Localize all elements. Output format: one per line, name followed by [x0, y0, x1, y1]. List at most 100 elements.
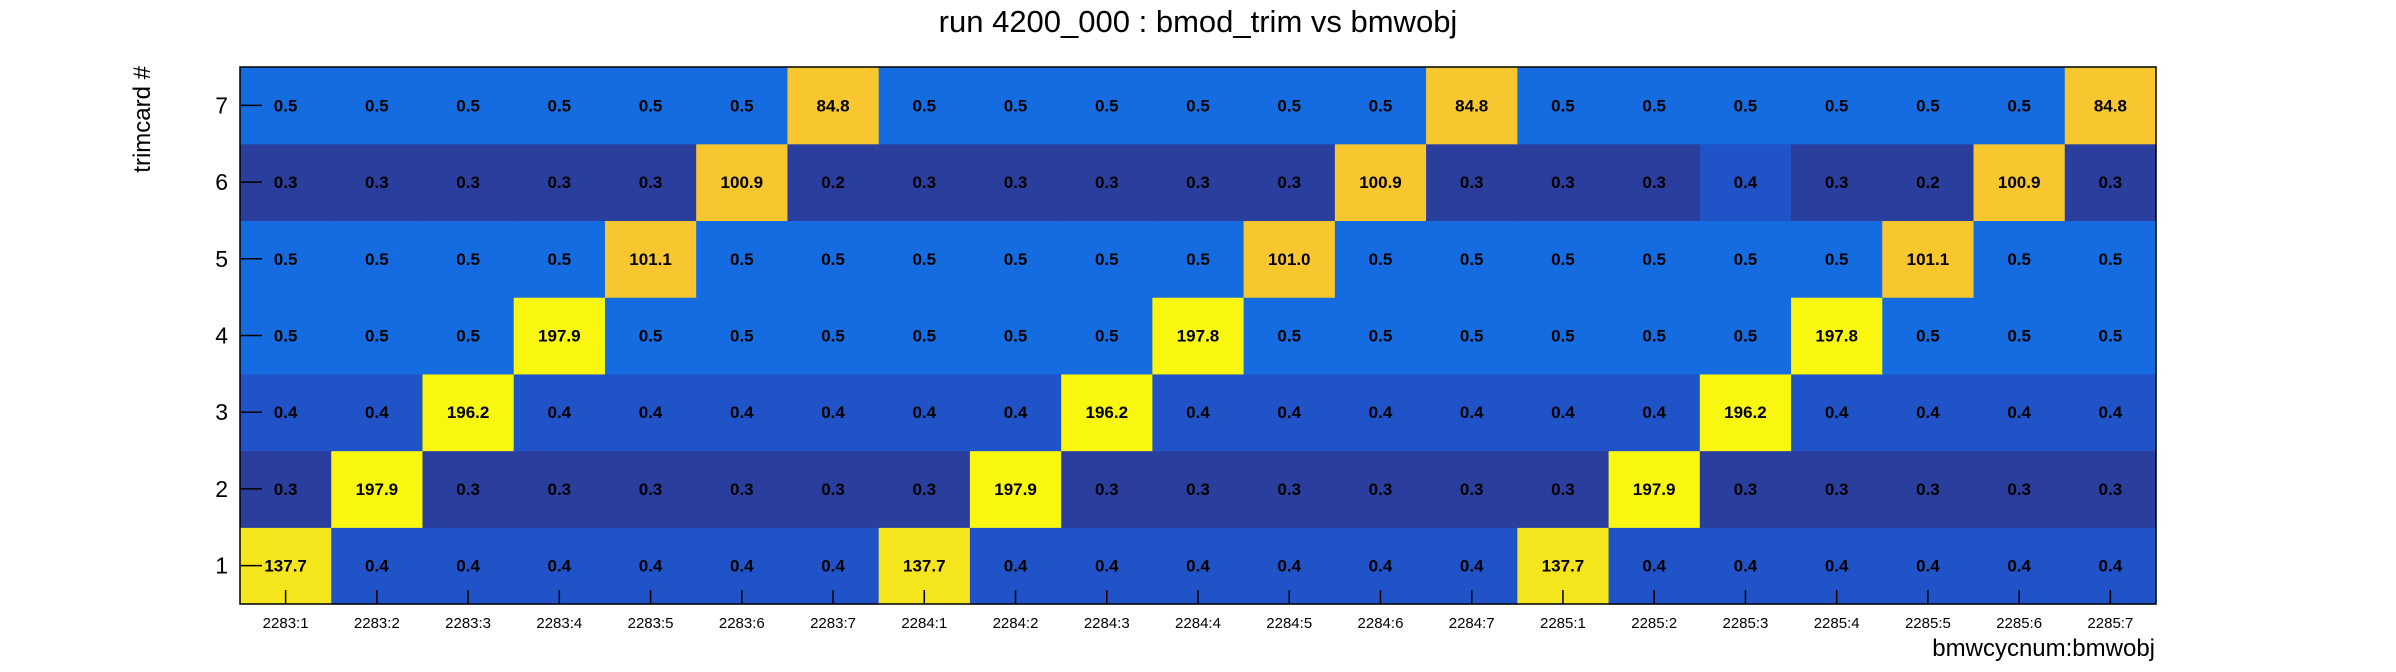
y-axis-ticks: 1 2 3 4 5 6 7 — [215, 92, 262, 579]
heatmap-cell — [696, 373, 789, 452]
heatmap-cell — [787, 220, 880, 298]
x-tick-label: 2283:7 — [810, 615, 856, 632]
heatmap-cell — [1243, 450, 1336, 528]
cell-value-label: 0.3 — [912, 480, 936, 499]
cell-value-label: 0.3 — [1460, 173, 1484, 192]
cell-value-label: 0.5 — [1095, 327, 1119, 346]
heatmap-cell — [787, 67, 880, 145]
x-tick-label: 2284:1 — [901, 615, 947, 632]
heatmap-cell — [1699, 220, 1792, 298]
heatmap-cell — [1426, 373, 1518, 452]
heatmap-cell — [422, 220, 515, 298]
heatmap-cell — [513, 297, 606, 375]
x-tick-label: 2284:6 — [1358, 615, 1404, 632]
heatmap-cell — [1243, 220, 1336, 298]
heatmap-cell — [1973, 373, 2066, 452]
heatmap-cell — [2064, 373, 2157, 452]
cell-value-label: 0.5 — [365, 250, 389, 269]
heatmap-cell — [1061, 450, 1153, 528]
heatmap-cell — [1882, 220, 1975, 298]
y-tick-label: 4 — [215, 323, 228, 349]
cell-value-label: 0.4 — [456, 557, 480, 576]
cell-value-label: 0.5 — [1460, 250, 1484, 269]
cell-value-label: 137.7 — [903, 557, 946, 576]
heatmap-cell — [1973, 297, 2066, 375]
heatmap-cell — [604, 143, 697, 222]
heatmap-cell — [1061, 67, 1153, 145]
cell-value-label: 100.9 — [1359, 173, 1402, 192]
heatmap-cell — [1243, 67, 1336, 145]
heatmap-cell — [1882, 143, 1975, 222]
heatmap-cell — [1061, 220, 1153, 298]
cell-value-label: 0.5 — [1825, 96, 1849, 115]
cell-value-label: 0.3 — [456, 480, 480, 499]
cell-value-label: 0.5 — [1734, 250, 1758, 269]
heatmap-cell — [1791, 450, 1883, 528]
heatmap-cell — [604, 297, 697, 375]
cell-value-label: 197.8 — [1815, 327, 1858, 346]
cell-value-label: 137.7 — [1542, 557, 1585, 576]
cell-value-label: 0.4 — [2099, 403, 2123, 422]
heatmap-cell — [1699, 67, 1792, 145]
cell-value-label: 196.2 — [1724, 403, 1767, 422]
heatmap-cell — [696, 143, 789, 222]
heatmap-cell — [513, 220, 606, 298]
heatmap-cell — [878, 450, 971, 528]
cell-value-label: 84.8 — [2094, 96, 2127, 115]
heatmap-cell — [878, 67, 971, 145]
heatmap-cell — [1517, 373, 1610, 452]
cell-value-label: 0.5 — [274, 250, 298, 269]
cell-value-label: 0.5 — [1551, 250, 1575, 269]
cell-value-label: 0.4 — [730, 557, 754, 576]
heatmap-cell — [969, 67, 1062, 145]
heatmap-cell — [1243, 373, 1336, 452]
cell-value-label: 0.4 — [1825, 403, 1849, 422]
heatmap-cell — [1152, 220, 1245, 298]
heatmap-cell — [787, 373, 880, 452]
x-tick-label: 2284:2 — [993, 615, 1039, 632]
heatmap-cell — [1973, 143, 2066, 222]
cell-value-label: 0.5 — [2099, 327, 2123, 346]
cell-value-label: 0.5 — [2007, 327, 2031, 346]
heatmap-cell — [1791, 143, 1883, 222]
cell-value-label: 0.5 — [456, 96, 480, 115]
cell-value-label: 0.5 — [1004, 327, 1028, 346]
heatmap-cell — [331, 373, 424, 452]
cell-value-label: 0.4 — [1734, 173, 1758, 192]
heatmap-cell — [1608, 67, 1701, 145]
cell-value-label: 0.4 — [365, 403, 389, 422]
cell-value-label: 0.4 — [639, 403, 663, 422]
cell-value-label: 0.5 — [1004, 250, 1028, 269]
cell-value-label: 84.8 — [817, 96, 850, 115]
heatmap-cell — [1061, 373, 1153, 452]
cell-value-label: 0.5 — [274, 327, 298, 346]
heatmap-cell — [2064, 67, 2157, 145]
cell-value-label: 0.4 — [1095, 557, 1119, 576]
heatmap-cell — [1699, 373, 1792, 452]
cell-value-label: 0.5 — [821, 327, 845, 346]
cell-value-label: 0.5 — [1642, 96, 1666, 115]
heatmap-cell — [1426, 220, 1518, 298]
chart-title: run 4200_000 : bmod_trim vs bmwobj — [939, 4, 1458, 39]
heatmap-cell — [1334, 373, 1427, 452]
heatmap-cell — [969, 220, 1062, 298]
heatmap-cell — [331, 450, 424, 528]
heatmap-cell — [1426, 143, 1518, 222]
x-tick-label: 2283:5 — [628, 615, 674, 632]
cell-value-label: 101.1 — [1907, 250, 1950, 269]
heatmap-cell — [604, 220, 697, 298]
cell-value-label: 0.4 — [1825, 557, 1849, 576]
cell-value-label: 137.7 — [264, 557, 307, 576]
heatmap-cell — [1152, 143, 1245, 222]
cell-value-label: 0.4 — [1369, 403, 1393, 422]
cell-value-label: 0.4 — [1186, 557, 1210, 576]
heatmap-cell — [1061, 143, 1153, 222]
cell-value-label: 0.5 — [365, 327, 389, 346]
cell-value-label: 0.3 — [1551, 173, 1575, 192]
heatmap-cell — [1517, 143, 1610, 222]
cell-value-label: 0.4 — [1004, 557, 1028, 576]
cell-value-label: 0.5 — [1369, 327, 1393, 346]
cell-value-label: 0.3 — [730, 480, 754, 499]
cell-value-label: 0.5 — [1186, 96, 1210, 115]
cell-value-label: 0.3 — [1186, 173, 1210, 192]
